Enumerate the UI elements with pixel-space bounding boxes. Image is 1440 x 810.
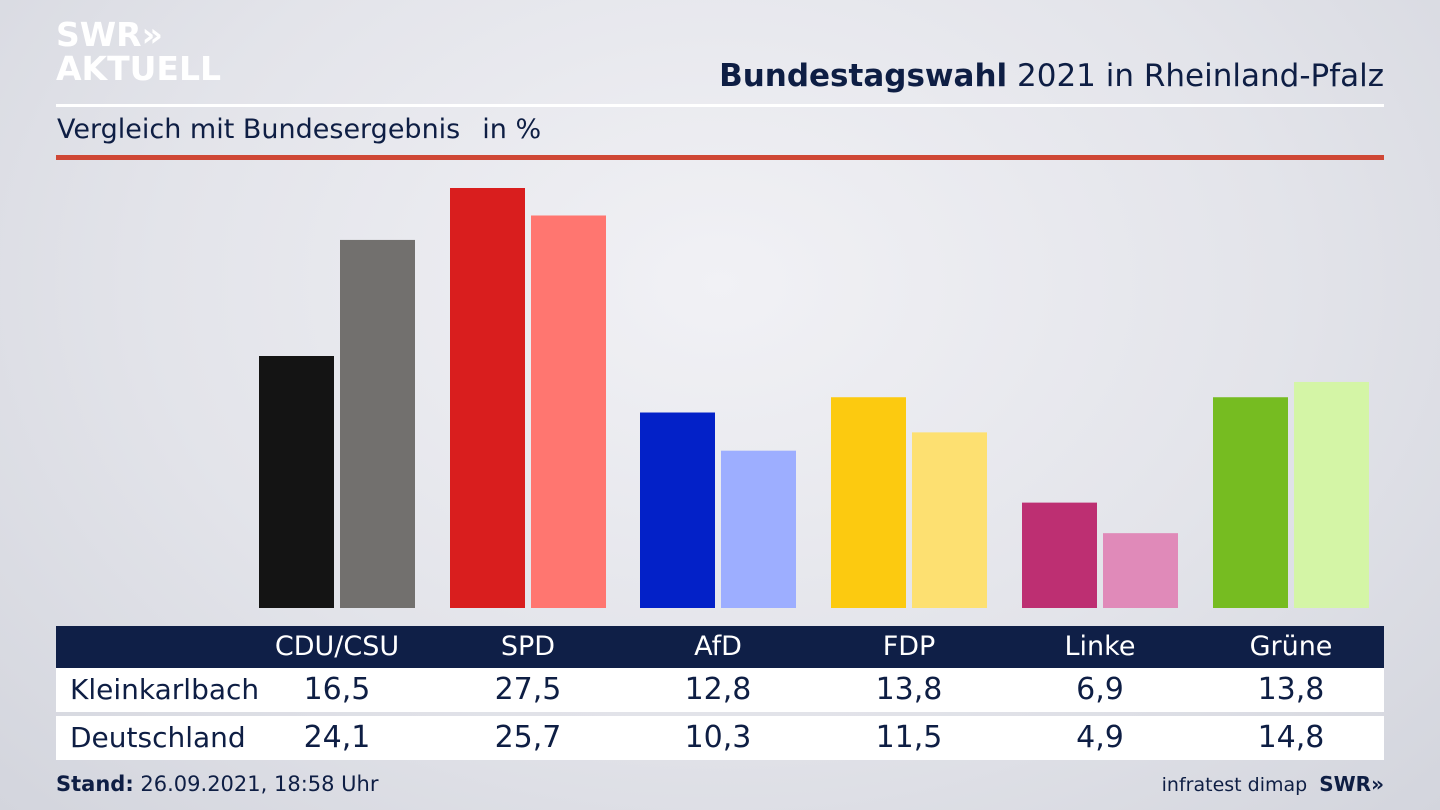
source-label: infratest dimap xyxy=(1161,774,1308,796)
row-label-kleinkarlbach: Kleinkarlbach xyxy=(70,673,260,706)
logo-line-2: AKTUELL xyxy=(56,49,222,88)
column-header-fdp: FDP xyxy=(882,631,936,662)
value-deutschland-cdu-csu: 24,1 xyxy=(303,720,371,755)
timestamp: Stand: 26.09.2021, 18:58 Uhr xyxy=(56,772,379,796)
stand-label: Stand: xyxy=(56,772,134,796)
title-divider xyxy=(56,104,1384,107)
value-kleinkarlbach-fdp: 13,8 xyxy=(875,672,943,707)
value-deutschland-afd: 10,3 xyxy=(684,720,752,755)
bar-gr-ne-kleinkarlbach xyxy=(1213,397,1288,608)
stand-value: 26.09.2021, 18:58 Uhr xyxy=(133,772,379,796)
value-kleinkarlbach-linke: 6,9 xyxy=(1076,672,1124,707)
value-deutschland-gr-ne: 14,8 xyxy=(1257,720,1325,755)
value-kleinkarlbach-gr-ne: 13,8 xyxy=(1257,672,1325,707)
chart-title: Bundestagswahl 2021 in Rheinland-Pfalz xyxy=(719,58,1384,94)
bar-fdp-kleinkarlbach xyxy=(831,397,906,608)
bar-spd-kleinkarlbach xyxy=(450,188,525,608)
column-header-linke: Linke xyxy=(1064,631,1136,662)
bar-gr-ne-deutschland xyxy=(1294,381,1369,608)
bar-linke-kleinkarlbach xyxy=(1022,502,1097,608)
logo-arrows: » xyxy=(141,15,163,54)
unit-label: in % xyxy=(482,114,542,145)
logo-line-1: SWR xyxy=(56,15,142,54)
row-label-deutschland: Deutschland xyxy=(70,721,246,754)
value-deutschland-spd: 25,7 xyxy=(494,720,562,755)
chart-title-rest: 2021 in Rheinland-Pfalz xyxy=(1007,58,1384,94)
swr-aktuell-logo: SWR» AKTUELL xyxy=(56,18,221,86)
value-kleinkarlbach-cdu-csu: 16,5 xyxy=(303,672,371,707)
bar-cdu-csu-kleinkarlbach xyxy=(259,356,334,608)
value-deutschland-fdp: 11,5 xyxy=(875,720,943,755)
table-header: CDU/CSU SPD AfD FDP Linke Grüne xyxy=(56,626,1384,668)
value-kleinkarlbach-afd: 12,8 xyxy=(684,672,752,707)
column-header-gr-ne: Grüne xyxy=(1249,631,1333,662)
results-table: CDU/CSU SPD AfD FDP Linke Grüne Kleinkarlbach… xyxy=(56,626,1384,760)
bar-chart xyxy=(259,188,1369,608)
bar-spd-deutschland xyxy=(531,215,606,608)
bar-afd-kleinkarlbach xyxy=(640,412,715,608)
subtitle-divider xyxy=(56,155,1384,160)
subtitle-text: Vergleich mit Bundesergebnis xyxy=(57,114,461,145)
column-header-afd: AfD xyxy=(694,631,742,662)
source-credit: infratest dimap SWR» xyxy=(1162,772,1384,796)
bar-linke-deutschland xyxy=(1103,533,1178,608)
column-header-spd: SPD xyxy=(500,631,556,662)
column-header-cdu-csu: CDU/CSU xyxy=(274,631,400,662)
chart-subtitle: Vergleich mit Bundesergebnis in % xyxy=(57,114,541,145)
chart-title-bold: Bundestagswahl xyxy=(719,58,1008,94)
table-row-deutschland: Deutschland 24,1 25,7 10,3 11,5 4,9 14,8 xyxy=(56,716,1384,760)
bar-cdu-csu-deutschland xyxy=(340,239,415,608)
table-row-kleinkarlbach: Kleinkarlbach 16,5 27,5 12,8 13,8 6,9 13,8 xyxy=(56,668,1384,712)
bar-afd-deutschland xyxy=(721,450,796,608)
bar-fdp-deutschland xyxy=(912,432,987,608)
value-deutschland-linke: 4,9 xyxy=(1076,720,1124,755)
value-kleinkarlbach-spd: 27,5 xyxy=(494,672,562,707)
swr-brand-logo: SWR» xyxy=(1319,772,1384,796)
